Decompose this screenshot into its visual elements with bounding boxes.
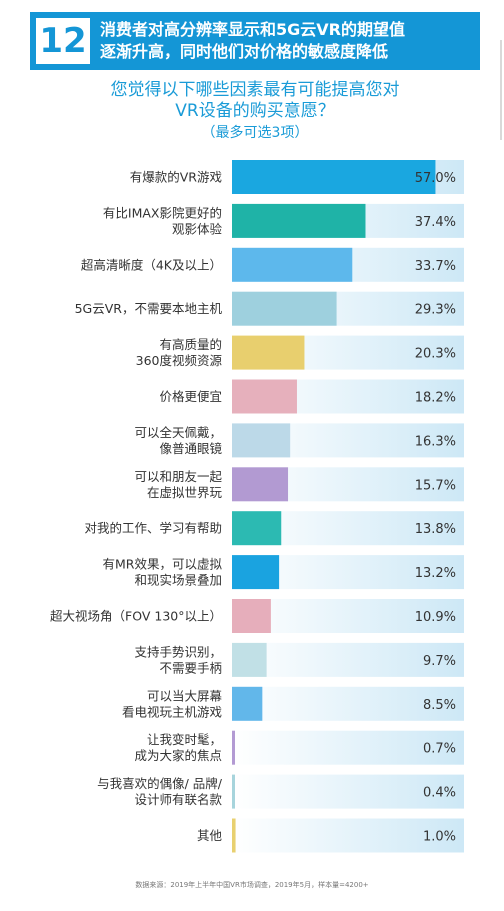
- category-label: 其他: [197, 828, 223, 843]
- value-label: 1.0%: [423, 830, 456, 845]
- category-label: 5G云VR，不需要本地主机: [75, 301, 223, 316]
- header-banner: 12 消费者对高分辨率显示和5G云VR的期望值 逐渐升高，同时他们对价格的敏感度…: [30, 12, 480, 70]
- category-label: 超高清晰度（4K及以上）: [81, 257, 222, 272]
- section-number: 12: [36, 18, 90, 64]
- value-label: 9.7%: [423, 654, 456, 669]
- value-label: 16.3%: [415, 434, 456, 449]
- category-label: 可以当大屏幕看电视玩主机游戏: [122, 688, 223, 719]
- bar: [232, 774, 235, 809]
- category-label: 支持手势识别，不需要手柄: [134, 644, 222, 675]
- bar: [232, 511, 282, 546]
- category-label: 与我喜欢的偶像/ 品牌/设计师有联名款: [97, 776, 223, 807]
- bar-track: [232, 642, 464, 677]
- bar: [232, 555, 280, 590]
- bar: [232, 203, 366, 238]
- bar: [232, 335, 305, 370]
- question-note: （最多可选3项）: [201, 125, 309, 141]
- value-label: 13.8%: [415, 522, 456, 537]
- category-label: 有高质量的 360度视频资源: [136, 337, 223, 368]
- page-edge-divider: [500, 40, 502, 140]
- value-label: 33.7%: [415, 259, 456, 274]
- value-label: 37.4%: [415, 215, 456, 230]
- data-source-note: 数据来源：2019年上半年中国VR市场调查，2019年5月，样本量=4200+: [135, 881, 369, 889]
- bar: [232, 160, 436, 194]
- value-label: 0.4%: [423, 786, 456, 801]
- category-label: 可以全天佩戴，像普通眼镜: [134, 425, 222, 456]
- category-label: 超大视场角（FOV 130°以上）: [50, 609, 222, 624]
- category-label: 让我变时髦，成为大家的焦点: [134, 732, 222, 763]
- category-label: 有比IMAX影院更好的观影体验: [103, 205, 223, 236]
- bar-track: [232, 774, 464, 809]
- value-label: 29.3%: [415, 303, 456, 318]
- bar: [232, 247, 353, 282]
- bar: [232, 818, 236, 853]
- bar: [232, 467, 289, 502]
- bar: [232, 730, 235, 765]
- value-label: 18.2%: [415, 391, 456, 406]
- value-label: 0.7%: [423, 742, 456, 757]
- value-label: 10.9%: [415, 610, 456, 625]
- bar: [232, 686, 263, 721]
- bar: [232, 642, 267, 677]
- value-label: 57.0%: [415, 171, 456, 186]
- bar: [232, 423, 291, 458]
- question-text: 您觉得以下哪些因素最有可能提高您对 VR设备的购买意愿？: [110, 80, 400, 121]
- category-label: 有爆款的VR游戏: [130, 170, 222, 185]
- category-label: 可以和朋友一起在虚拟世界玩: [134, 469, 222, 500]
- bar: [232, 599, 271, 633]
- header-title: 消费者对高分辨率显示和5G云VR的期望值 逐渐升高，同时他们对价格的敏感度降低: [100, 20, 405, 61]
- bar-track: [232, 818, 464, 853]
- value-label: 13.2%: [415, 566, 456, 581]
- bar-chart: 有爆款的VR游戏 57.0% 有比IMAX影院更好的观影体验 37.4% 超高清晰度（4…: [50, 160, 464, 853]
- bar: [232, 291, 337, 326]
- value-label: 15.7%: [415, 478, 456, 493]
- bar: [232, 379, 297, 414]
- value-label: 8.5%: [423, 698, 456, 713]
- value-label: 20.3%: [415, 347, 456, 362]
- category-label: 有MR效果，可以虚拟和现实场景叠加: [103, 557, 223, 588]
- bar-track: [232, 686, 464, 721]
- bar-track: [232, 730, 464, 765]
- category-label: 价格更便宜: [159, 389, 222, 404]
- category-label: 对我的工作、学习有帮助: [84, 521, 222, 536]
